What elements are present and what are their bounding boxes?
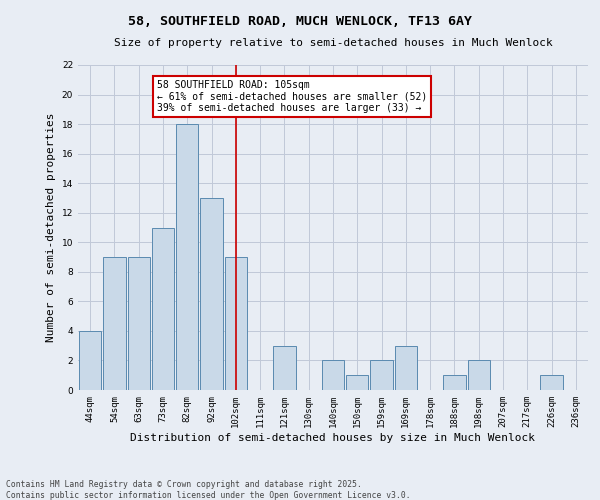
Bar [152, 228, 174, 390]
Bar [443, 375, 466, 390]
Bar [322, 360, 344, 390]
Bar [467, 360, 490, 390]
Bar [128, 257, 150, 390]
Bar [176, 124, 199, 390]
Text: 58, SOUTHFIELD ROAD, MUCH WENLOCK, TF13 6AY: 58, SOUTHFIELD ROAD, MUCH WENLOCK, TF13 … [128, 15, 472, 28]
Bar [541, 375, 563, 390]
Bar [103, 257, 125, 390]
Title: Size of property relative to semi-detached houses in Much Wenlock: Size of property relative to semi-detach… [113, 38, 553, 48]
Bar [200, 198, 223, 390]
Bar [79, 331, 101, 390]
Bar [395, 346, 417, 390]
X-axis label: Distribution of semi-detached houses by size in Much Wenlock: Distribution of semi-detached houses by … [131, 432, 536, 442]
Bar [346, 375, 368, 390]
Bar [224, 257, 247, 390]
Bar [370, 360, 393, 390]
Bar [273, 346, 296, 390]
Text: 58 SOUTHFIELD ROAD: 105sqm
← 61% of semi-detached houses are smaller (52)
39% of: 58 SOUTHFIELD ROAD: 105sqm ← 61% of semi… [157, 80, 427, 113]
Y-axis label: Number of semi-detached properties: Number of semi-detached properties [46, 113, 56, 342]
Text: Contains HM Land Registry data © Crown copyright and database right 2025.
Contai: Contains HM Land Registry data © Crown c… [6, 480, 410, 500]
